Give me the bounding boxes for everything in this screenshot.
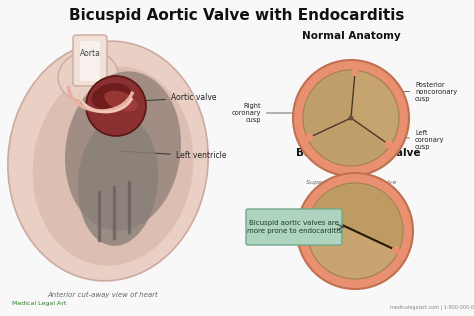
- Wedge shape: [312, 184, 402, 251]
- Wedge shape: [308, 211, 398, 278]
- Ellipse shape: [8, 41, 208, 281]
- Text: Bicuspid aortic valves are
more prone to endocarditis: Bicuspid aortic valves are more prone to…: [246, 221, 341, 234]
- Wedge shape: [304, 71, 355, 138]
- Text: Superior view of aortic valve: Superior view of aortic valve: [306, 180, 396, 185]
- Wedge shape: [309, 118, 390, 165]
- Ellipse shape: [104, 91, 138, 111]
- Circle shape: [310, 208, 318, 216]
- Text: Aortic valve: Aortic valve: [140, 94, 217, 102]
- FancyBboxPatch shape: [80, 41, 100, 81]
- Text: Posterior
noncoronary
cusp: Posterior noncoronary cusp: [371, 82, 457, 102]
- Text: Anterior cut-away view of heart: Anterior cut-away view of heart: [47, 292, 158, 298]
- Wedge shape: [351, 71, 398, 145]
- Text: Bicuspid Aortic Valve with Endocarditis: Bicuspid Aortic Valve with Endocarditis: [69, 8, 405, 23]
- Text: Right
coronary
cusp: Right coronary cusp: [231, 103, 322, 123]
- Ellipse shape: [33, 66, 193, 266]
- FancyBboxPatch shape: [73, 35, 107, 86]
- Ellipse shape: [78, 116, 158, 246]
- FancyBboxPatch shape: [246, 209, 342, 245]
- Circle shape: [351, 68, 359, 76]
- Circle shape: [86, 76, 146, 136]
- Circle shape: [303, 70, 399, 166]
- Text: Medical Legal Art: Medical Legal Art: [12, 301, 66, 306]
- Circle shape: [392, 246, 400, 254]
- Circle shape: [297, 173, 413, 289]
- Text: Aorta: Aorta: [80, 50, 100, 58]
- Circle shape: [385, 140, 392, 149]
- Circle shape: [307, 183, 403, 279]
- Circle shape: [348, 116, 354, 120]
- Ellipse shape: [91, 83, 131, 109]
- Circle shape: [293, 60, 409, 176]
- Text: Bicuspid Aortic Valve: Bicuspid Aortic Valve: [296, 148, 420, 158]
- Ellipse shape: [65, 71, 181, 231]
- Text: medicalegalart.com | 1-800-000-0000: medicalegalart.com | 1-800-000-0000: [390, 305, 474, 310]
- Text: Normal Anatomy: Normal Anatomy: [301, 31, 401, 41]
- Circle shape: [305, 133, 313, 142]
- Text: Left
coronary
cusp: Left coronary cusp: [371, 130, 445, 149]
- Ellipse shape: [58, 51, 118, 101]
- Text: Left ventricle: Left ventricle: [121, 151, 227, 161]
